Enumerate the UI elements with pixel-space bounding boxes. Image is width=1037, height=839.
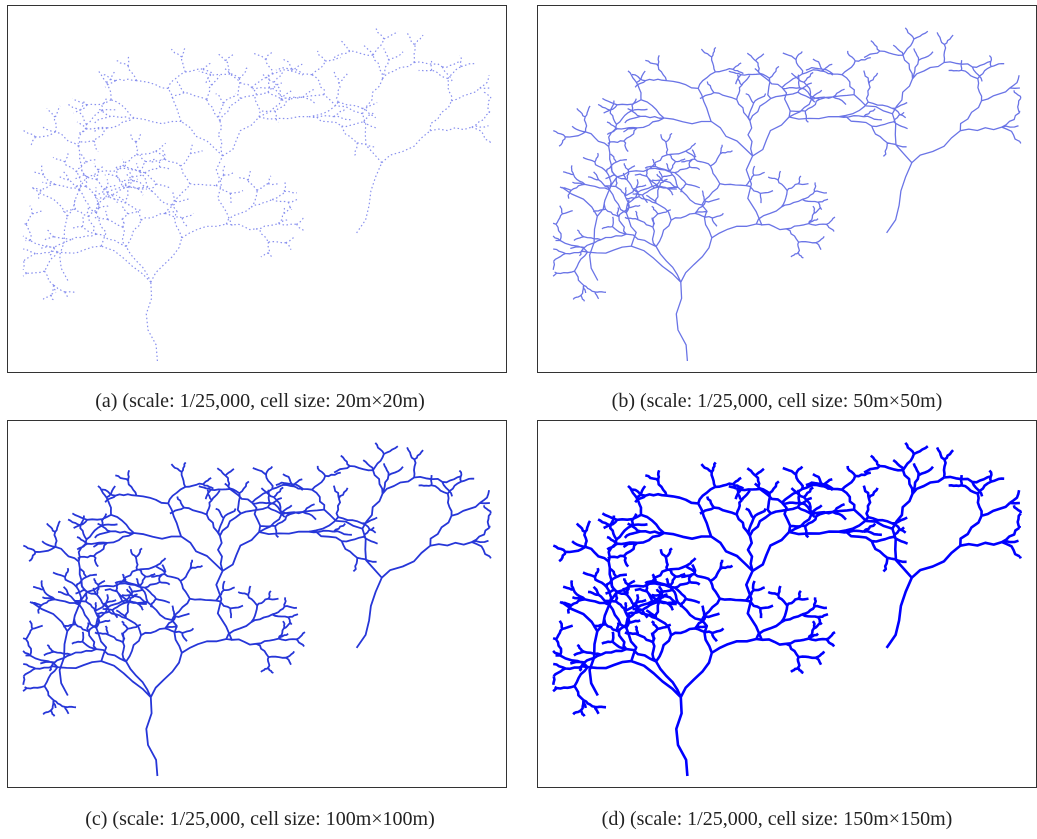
caption: (c) (scale: 1/25,000, cell size: 100m×10…: [0, 808, 520, 831]
stream-network: [23, 443, 491, 776]
figure: (a) (scale: 1/25,000, cell size: 20m×20m…: [0, 0, 1037, 839]
panel-d: [537, 420, 1037, 788]
panel-a: [7, 5, 507, 373]
caption: (a) (scale: 1/25,000, cell size: 20m×20m…: [0, 390, 520, 413]
stream-network: [553, 443, 1021, 776]
stream-network: [553, 28, 1021, 361]
stream-map: [8, 6, 506, 372]
panel-b: [537, 5, 1037, 373]
stream-map: [538, 421, 1036, 787]
caption: (b) (scale: 1/25,000, cell size: 50m×50m…: [517, 390, 1037, 413]
stream-network: [23, 28, 491, 361]
panel-c: [7, 420, 507, 788]
stream-map: [8, 421, 506, 787]
caption: (d) (scale: 1/25,000, cell size: 150m×15…: [517, 808, 1037, 831]
stream-map: [538, 6, 1036, 372]
